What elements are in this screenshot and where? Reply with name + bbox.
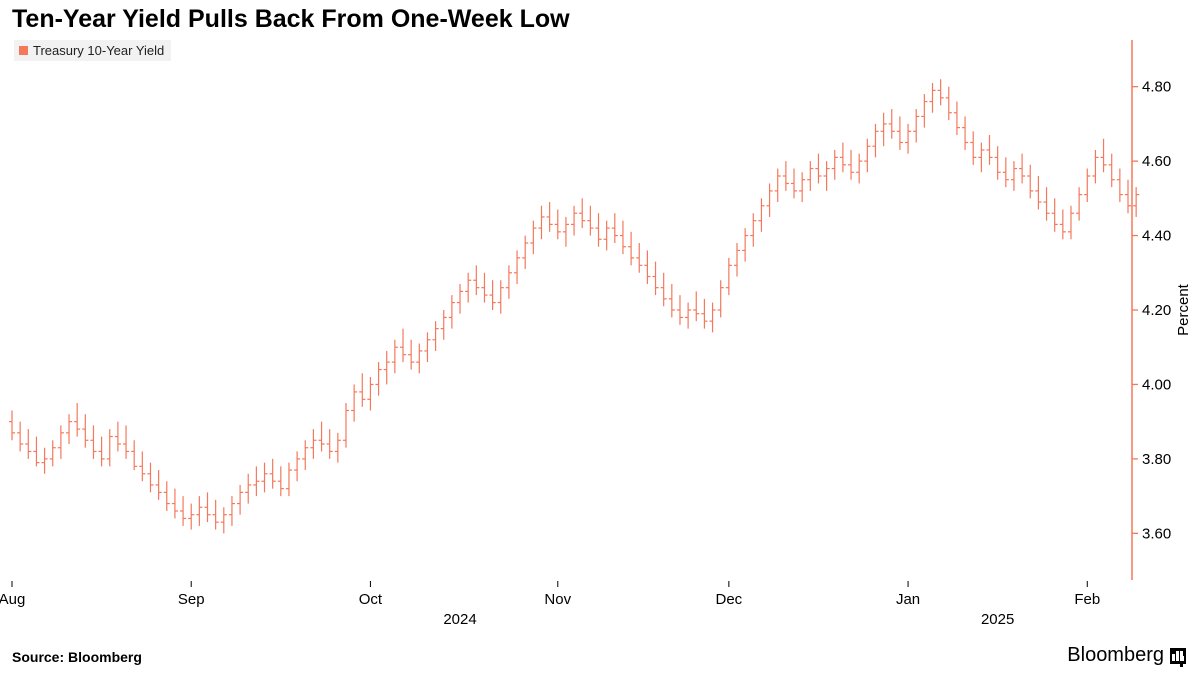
svg-text:Dec: Dec xyxy=(716,591,743,608)
svg-text:2025: 2025 xyxy=(981,611,1014,628)
svg-text:2024: 2024 xyxy=(443,611,476,628)
svg-text:Aug: Aug xyxy=(0,591,25,608)
svg-text:4.60: 4.60 xyxy=(1142,153,1171,170)
svg-text:3.80: 3.80 xyxy=(1142,451,1171,468)
svg-text:3.60: 3.60 xyxy=(1142,525,1171,542)
source-text: Source: Bloomberg xyxy=(12,649,142,665)
brand: Bloomberg xyxy=(1067,644,1186,667)
chart-svg: 3.60 3.80 4.00 4.20 4.40 4.60 4.80 Percent Aug Se… xyxy=(0,38,1200,638)
svg-text:Percent: Percent xyxy=(1175,283,1192,336)
svg-text:4.80: 4.80 xyxy=(1142,79,1171,96)
svg-text:Feb: Feb xyxy=(1074,591,1100,608)
brand-label: Bloomberg xyxy=(1067,644,1164,667)
svg-text:Jan: Jan xyxy=(896,591,920,608)
svg-text:4.00: 4.00 xyxy=(1142,376,1171,393)
svg-text:Oct: Oct xyxy=(359,591,383,608)
svg-text:Nov: Nov xyxy=(544,591,571,608)
svg-text:Sep: Sep xyxy=(178,591,205,608)
chart-container: Ten-Year Yield Pulls Back From One-Week … xyxy=(0,0,1200,675)
chart-title: Ten-Year Yield Pulls Back From One-Week … xyxy=(12,5,570,34)
svg-text:4.40: 4.40 xyxy=(1142,228,1171,245)
svg-text:4.20: 4.20 xyxy=(1142,302,1171,319)
brand-icon xyxy=(1170,648,1186,664)
